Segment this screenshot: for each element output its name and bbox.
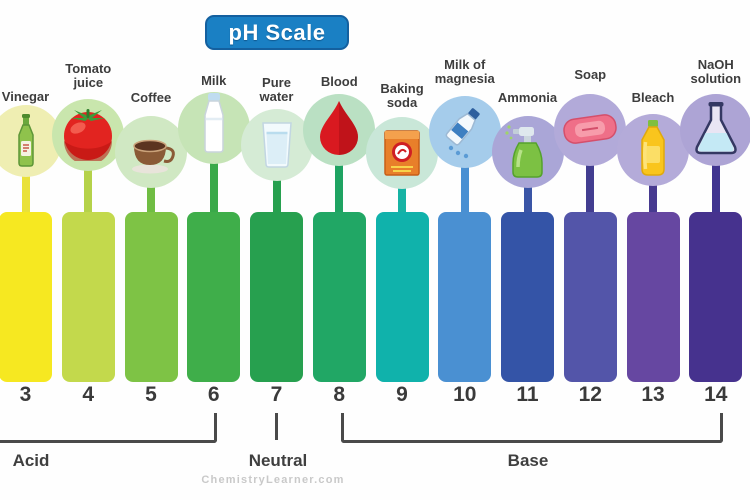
item-label-line: Milk of	[444, 57, 486, 72]
baking-soda-icon	[384, 130, 420, 176]
item-label-line: Soap	[574, 67, 607, 82]
item-label-line: juice	[73, 75, 104, 90]
watermark: ChemistryLearner.com	[201, 474, 345, 486]
stem-7	[272, 145, 281, 218]
coffee-circle	[115, 116, 187, 188]
item-label-line: magnesia	[434, 71, 495, 86]
item-label-10: Milk of magnesia	[420, 58, 510, 86]
ammonia-spray-circle	[491, 116, 564, 188]
stem-10	[460, 132, 469, 218]
bleach-bottle-circle	[617, 114, 689, 186]
stem-3	[21, 141, 30, 218]
title-badge: pH Scale	[205, 15, 349, 50]
item-label-line: Baking	[380, 81, 424, 96]
item-label-8: Blood	[294, 75, 384, 89]
item-label-11: Ammonia	[483, 91, 573, 105]
ph-bar-6	[187, 212, 241, 382]
ph-bar-8	[312, 212, 366, 382]
ph-number-8: 8	[333, 383, 346, 406]
ph-bar-14	[689, 212, 743, 382]
ph-number-7: 7	[270, 383, 283, 406]
neutral-tick	[275, 413, 278, 440]
ph-number-12: 12	[578, 383, 602, 406]
base-region-label: Base	[507, 451, 549, 470]
item-label-line: solution	[690, 71, 742, 86]
item-label-line: Vinegar	[1, 89, 50, 104]
ph-number-10: 10	[453, 383, 477, 406]
ph-number-6: 6	[207, 383, 220, 406]
blood-drop-icon	[320, 101, 359, 155]
ph-number-5: 5	[145, 383, 157, 406]
item-label-line: Pure	[262, 75, 291, 90]
ph-number-13: 13	[641, 383, 665, 406]
stem-8	[335, 130, 344, 218]
stem-12	[586, 130, 595, 218]
ph-number-11: 11	[516, 383, 539, 406]
vinegar-icon	[17, 114, 34, 167]
magnesia-circle	[428, 96, 501, 168]
tomato-icon	[64, 107, 113, 161]
item-label-line: Bleach	[631, 90, 675, 105]
base-bracket	[341, 413, 723, 443]
water-glass-icon	[261, 122, 292, 168]
ph-bar-5	[124, 212, 178, 382]
ph-bar-13	[626, 212, 680, 382]
ph-bar-7	[250, 212, 303, 382]
stem-14	[711, 130, 720, 218]
page-title: pH Scale	[228, 19, 326, 45]
ph-bar-3	[0, 212, 52, 382]
item-label-line: soda	[386, 95, 418, 110]
item-label-line: Ammonia	[497, 90, 558, 105]
vinegar-circle	[0, 105, 62, 177]
item-label-9: Baking soda	[357, 82, 447, 110]
milk-circle	[177, 92, 250, 164]
ph-bar-12	[563, 212, 617, 382]
item-label-14: NaOH solution	[671, 58, 750, 86]
item-label-12: Soap	[545, 68, 635, 82]
acid-region-label: Acid	[12, 451, 50, 470]
ph-bar-9	[375, 212, 429, 382]
soap-bar-circle	[554, 94, 627, 166]
item-label-line: Tomato	[65, 61, 112, 76]
item-label-line: Coffee	[130, 90, 172, 105]
item-label-line: NaOH	[697, 57, 734, 72]
flask-circle	[679, 94, 750, 166]
soap-bar-icon	[563, 114, 617, 144]
blood-drop-circle	[303, 94, 376, 166]
water-glass-circle	[240, 109, 313, 181]
baking-soda-circle	[366, 117, 438, 189]
ph-number-3: 3	[19, 383, 32, 406]
coffee-icon	[132, 139, 175, 173]
acid-bracket	[0, 413, 217, 443]
item-label-6: Milk	[169, 74, 259, 88]
item-label-line: Blood	[320, 74, 358, 89]
ph-bar-4	[61, 212, 115, 382]
item-label-7: Pure water	[232, 76, 322, 104]
ph-bar-11	[501, 212, 554, 382]
ph-bar-10	[438, 212, 492, 382]
item-label-line: water	[259, 89, 294, 104]
ph-number-9: 9	[396, 383, 408, 406]
milk-icon	[204, 93, 224, 153]
flask-icon	[695, 102, 737, 155]
item-label-13: Bleach	[608, 91, 698, 105]
magnesia-icon	[445, 108, 480, 159]
item-label-5: Coffee	[106, 91, 196, 105]
stem-6	[209, 128, 218, 218]
tomato-circle	[52, 99, 125, 171]
bleach-bottle-icon	[641, 120, 665, 176]
ammonia-spray-icon	[504, 125, 543, 178]
item-label-4: Tomato juice	[43, 62, 133, 90]
item-label-3: Vinegar	[0, 90, 71, 104]
ph-number-14: 14	[704, 383, 728, 406]
neutral-region-label: Neutral	[248, 451, 308, 470]
item-label-line: Milk	[201, 73, 227, 88]
ph-number-4: 4	[82, 383, 95, 406]
stem-4	[84, 135, 93, 218]
